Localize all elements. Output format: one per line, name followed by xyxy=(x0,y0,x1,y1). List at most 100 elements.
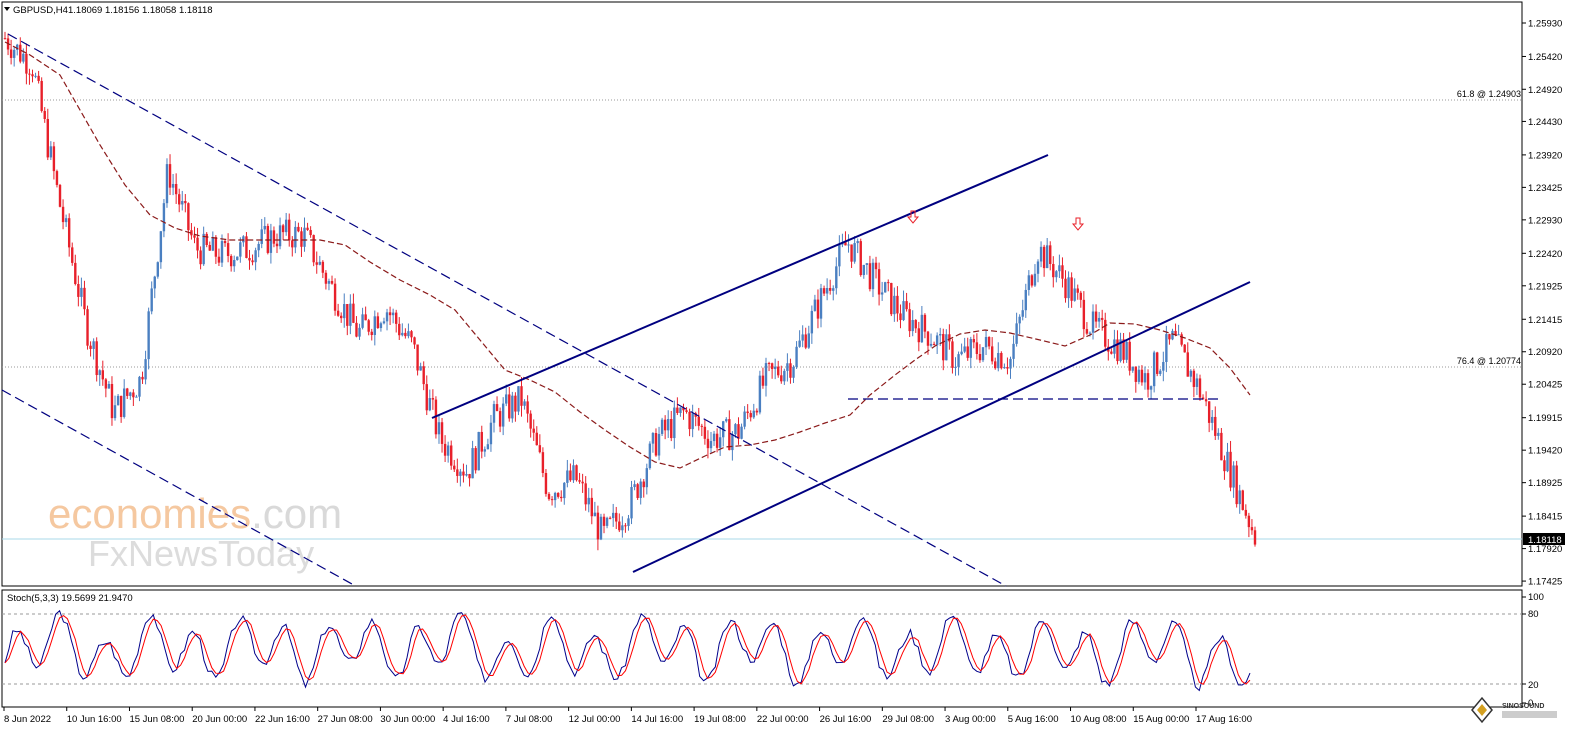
candle-body xyxy=(260,229,263,244)
candle-body xyxy=(670,418,673,439)
candle-body xyxy=(526,401,529,414)
candle-body xyxy=(168,164,172,188)
candle-body xyxy=(553,492,557,501)
candle-body xyxy=(1027,275,1031,290)
candle-body xyxy=(1055,271,1058,278)
candle-body xyxy=(822,288,826,294)
candle-body xyxy=(465,474,468,476)
candle-body xyxy=(517,386,520,412)
candle-body xyxy=(890,282,893,315)
candle-body xyxy=(755,410,759,413)
time-label: 10 Jun 16:00 xyxy=(67,714,122,725)
candle-body xyxy=(25,53,28,74)
candle-body xyxy=(1052,263,1055,278)
candle-body xyxy=(1192,370,1196,387)
candle-body xyxy=(71,247,74,263)
candle-body xyxy=(749,413,752,418)
candle-body xyxy=(156,262,160,277)
candle-body xyxy=(346,304,349,326)
candle-body xyxy=(926,331,930,346)
candle-body xyxy=(883,282,887,293)
candle-body xyxy=(1250,527,1254,531)
candle-body xyxy=(511,395,514,419)
symbol-timeframe: GBPUSD,H4 xyxy=(13,5,68,16)
candle-body xyxy=(914,320,917,329)
candle-body xyxy=(532,428,535,433)
time-axis[interactable]: 8 Jun 2022 10 Jun 16:00 15 Jun 08:00 20 Jun… xyxy=(3,707,1252,725)
candle-body xyxy=(932,343,936,346)
descending-trendline-lower xyxy=(1,389,353,585)
candle-body xyxy=(404,332,407,337)
candle-body xyxy=(1049,245,1052,264)
candle-body xyxy=(1201,397,1205,400)
candle-body xyxy=(981,347,985,361)
candle-body xyxy=(254,250,257,263)
candle-body xyxy=(1003,366,1006,369)
candle-body xyxy=(1064,278,1067,299)
candle-body xyxy=(624,525,627,527)
candle-body xyxy=(792,366,795,378)
time-label: 19 Jul 08:00 xyxy=(694,714,746,725)
candle-body xyxy=(272,230,276,244)
time-label: 29 Jul 08:00 xyxy=(882,714,934,725)
candle-body xyxy=(1021,310,1024,317)
candle-body xyxy=(780,375,783,382)
candle-body xyxy=(46,118,49,158)
candle-body xyxy=(1094,311,1098,322)
candle-body xyxy=(214,237,218,257)
stoch-main-line xyxy=(4,609,1251,692)
candle-body xyxy=(61,206,65,223)
candle-body xyxy=(327,281,331,284)
candle-body xyxy=(697,416,700,426)
candle-body xyxy=(178,194,181,205)
candle-body xyxy=(923,314,927,332)
candle-body xyxy=(205,233,208,245)
candle-body xyxy=(315,262,318,265)
candle-body xyxy=(920,314,924,343)
descending-trendline-upper xyxy=(7,33,1007,587)
collapse-triangle-icon[interactable] xyxy=(4,7,10,11)
price-axis[interactable]: 1.25930 1.25420 1.24920 1.24430 1.23920 1.234… xyxy=(1522,18,1562,588)
time-label: 20 Jun 00:00 xyxy=(192,714,247,725)
candle-body xyxy=(190,230,193,236)
candle-body xyxy=(581,481,584,484)
candle-body xyxy=(376,316,380,329)
candle-body xyxy=(165,164,169,204)
candle-body xyxy=(813,299,817,311)
candle-body xyxy=(1000,352,1003,369)
candle-body xyxy=(19,44,22,62)
candle-body xyxy=(893,295,896,315)
price-tick-label: 1.22420 xyxy=(1528,249,1562,260)
candle-body xyxy=(737,424,740,439)
price-tick-label: 1.20425 xyxy=(1528,380,1562,391)
candle-body xyxy=(1128,341,1131,371)
candle-body xyxy=(480,431,483,452)
candle-body xyxy=(566,470,569,483)
candle-body xyxy=(474,448,477,471)
time-label: 3 Aug 00:00 xyxy=(945,714,996,725)
main-panel xyxy=(1,1,1523,587)
candle-body xyxy=(804,334,807,348)
candle-body xyxy=(1168,334,1171,340)
time-label: 26 Jul 16:00 xyxy=(820,714,872,725)
candle-body xyxy=(257,243,260,251)
candle-body xyxy=(80,287,83,297)
candle-body xyxy=(74,262,77,285)
candle-body xyxy=(269,230,273,253)
candle-body xyxy=(505,394,508,404)
candle-body xyxy=(1070,277,1073,301)
candle-body xyxy=(462,471,465,476)
price-tick-label: 1.21925 xyxy=(1528,281,1562,292)
candle-body xyxy=(398,323,401,336)
candle-body xyxy=(945,334,948,361)
candle-body xyxy=(116,395,120,406)
candle-body xyxy=(825,288,829,294)
candle-body xyxy=(486,444,490,450)
candle-body xyxy=(226,243,230,256)
candle-body xyxy=(407,331,410,337)
candle-body xyxy=(887,282,890,284)
candle-body xyxy=(355,322,358,337)
candle-body xyxy=(223,241,227,244)
candle-body xyxy=(49,146,53,158)
